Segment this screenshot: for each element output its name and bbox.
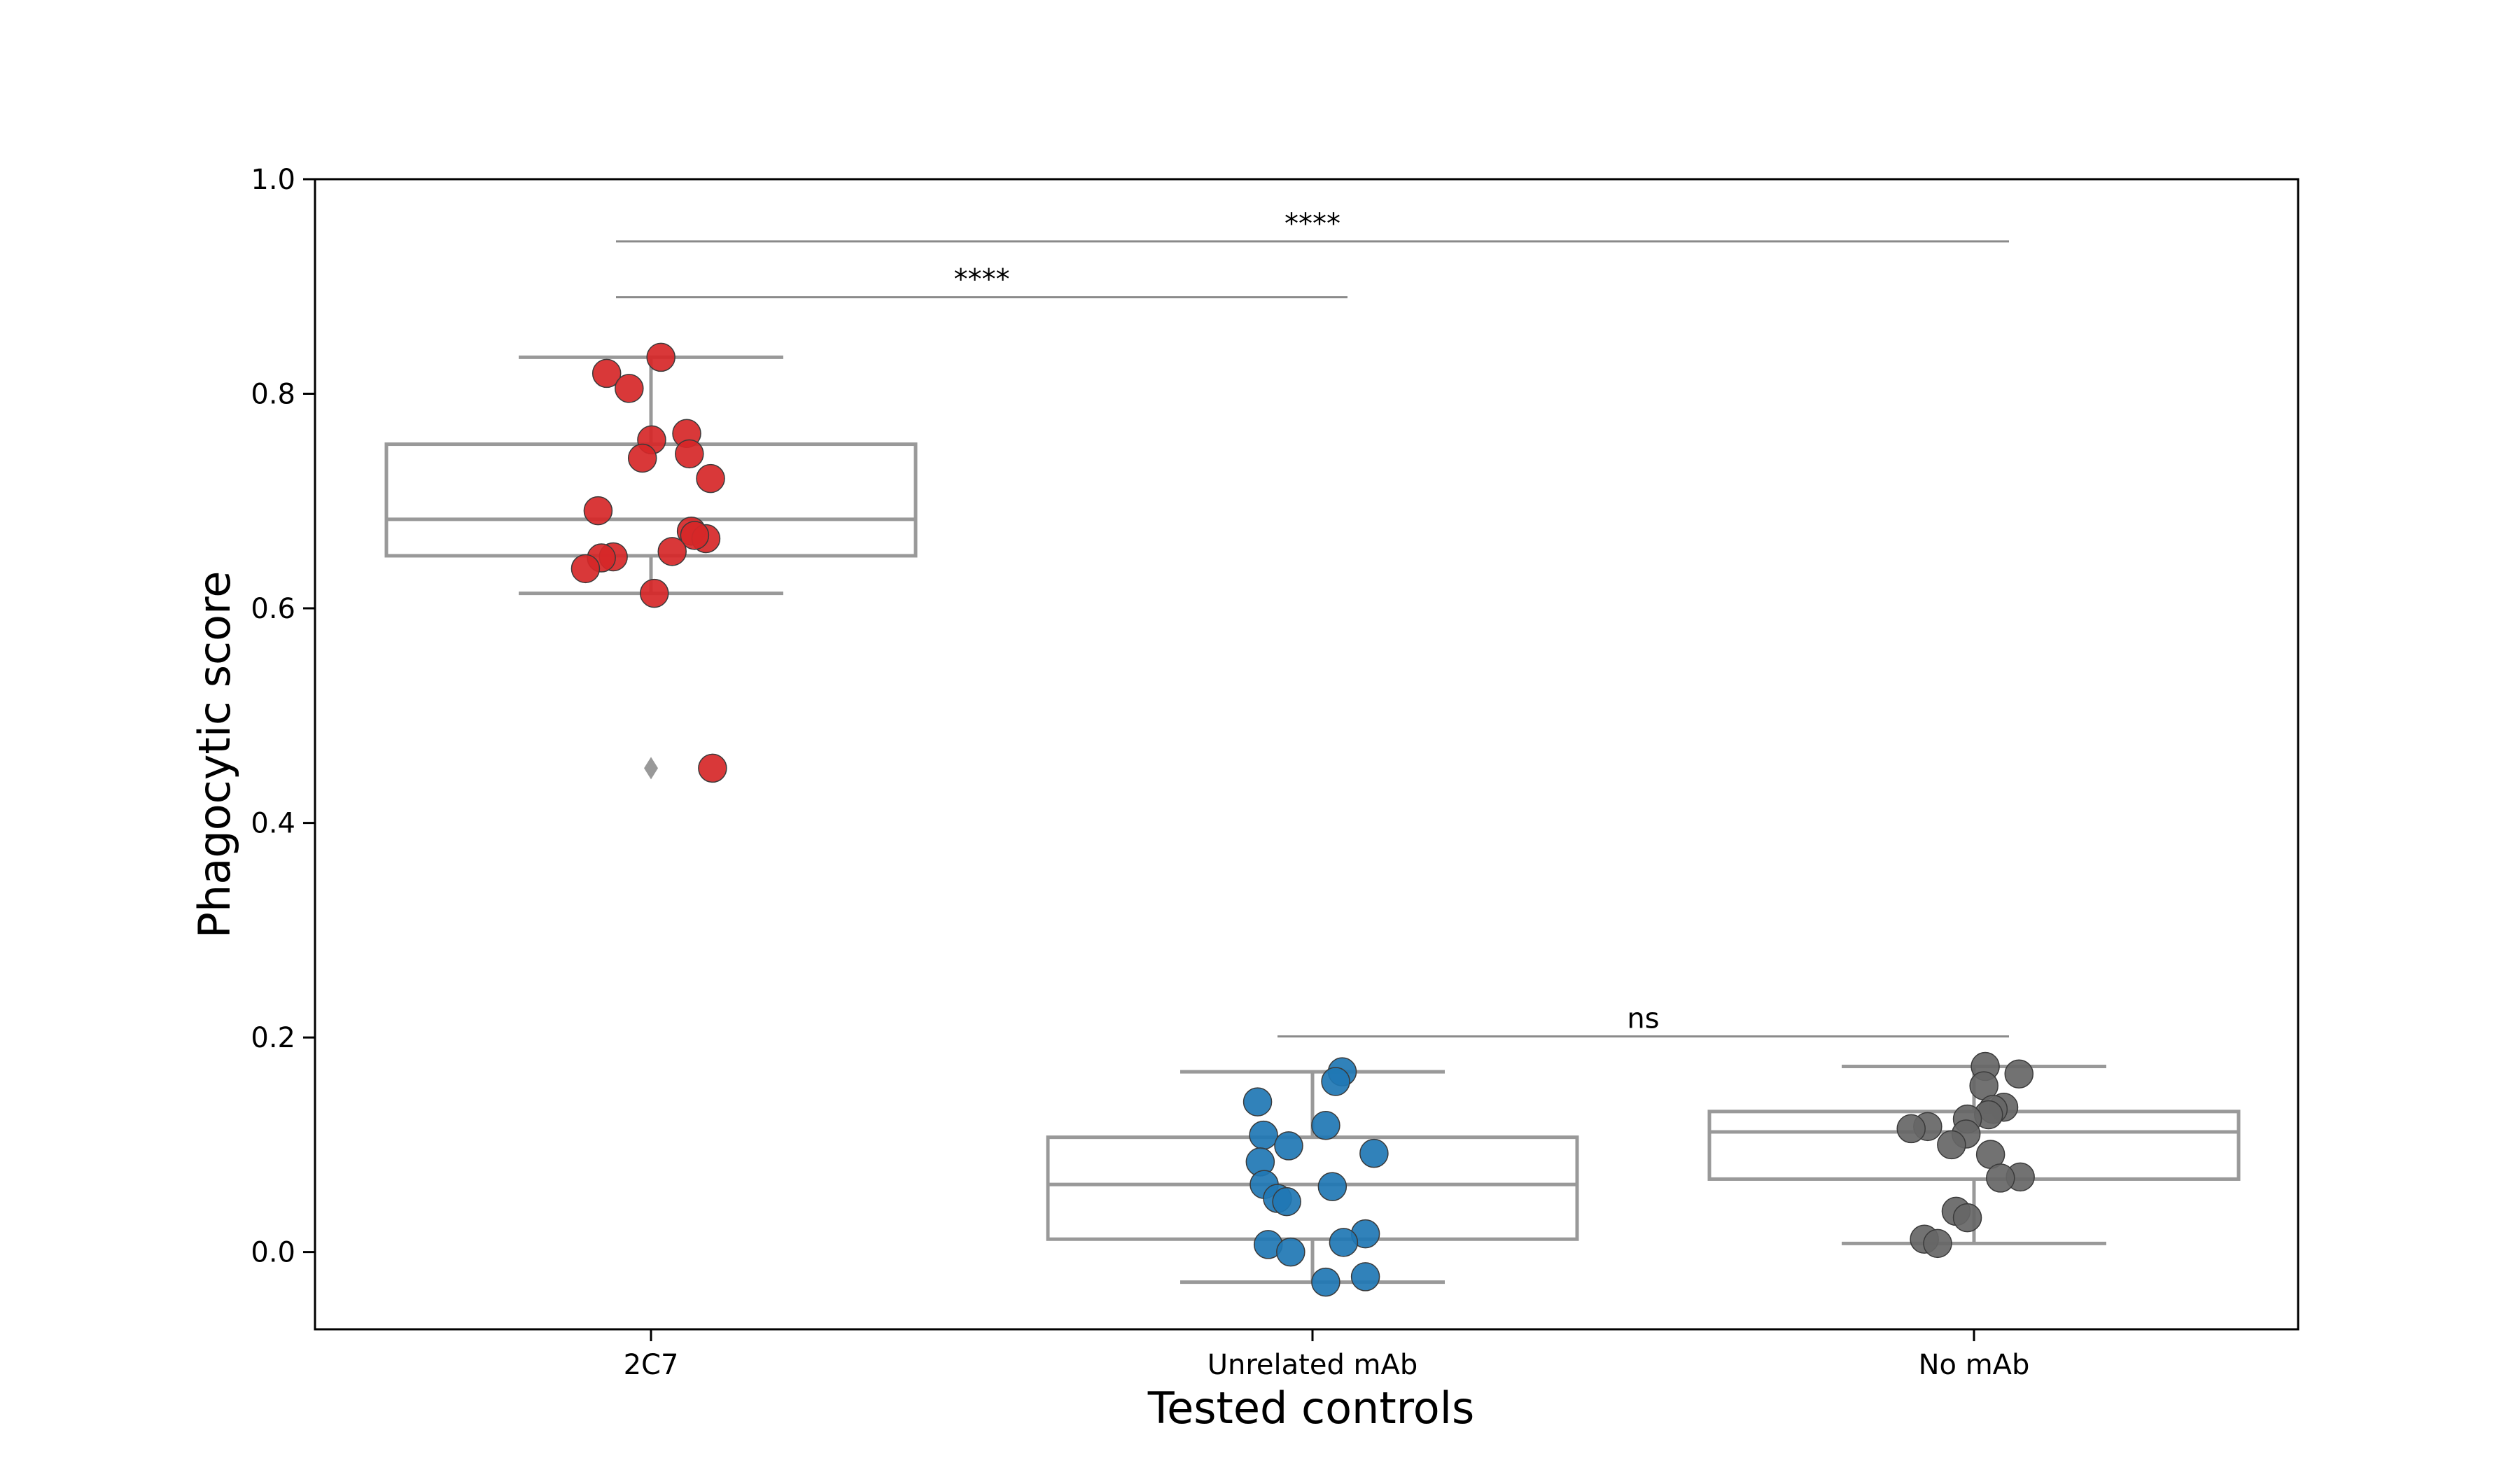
data-point [657, 537, 687, 566]
y-tick-label: 0.2 [251, 1022, 295, 1054]
data-point [1952, 1203, 1982, 1233]
x-axis-title: Tested controls [1147, 1382, 1475, 1434]
y-tick-label: 0.0 [251, 1237, 295, 1269]
y-axis: 0.0 0.2 0.4 0.6 0.8 1.0 [251, 164, 315, 1269]
y-axis-title: Phagocytic score [189, 571, 240, 939]
data-point [696, 463, 725, 493]
data-point [1923, 1228, 1952, 1259]
x-tick-label: 2C7 [624, 1349, 679, 1381]
data-point [1937, 1130, 1966, 1160]
data-point [1276, 1237, 1306, 1267]
strip-points-layer [570, 342, 2035, 1297]
data-point [646, 342, 676, 372]
x-tick-label: Unrelated mAb [1208, 1349, 1418, 1381]
significance-label: ns [1627, 1003, 1659, 1035]
data-point [2004, 1059, 2034, 1088]
data-point [1896, 1114, 1926, 1144]
y-tick-label: 0.4 [251, 808, 295, 840]
data-point [583, 496, 613, 526]
data-point [1272, 1186, 1301, 1217]
data-point [1242, 1087, 1273, 1116]
outlier-marker [644, 757, 658, 780]
y-tick-label: 0.8 [251, 379, 295, 411]
data-point [627, 443, 657, 473]
data-point [1317, 1172, 1348, 1201]
data-point [592, 358, 622, 388]
data-point [1249, 1120, 1278, 1150]
data-point [698, 753, 727, 783]
data-point [680, 521, 710, 550]
data-point [639, 578, 669, 608]
data-point [675, 439, 704, 469]
data-point [1311, 1111, 1340, 1140]
data-point [1321, 1067, 1350, 1096]
significance-annotations: **** **** ns [616, 208, 2009, 1038]
data-point [1311, 1267, 1340, 1297]
data-point [1274, 1131, 1303, 1161]
data-point [1986, 1163, 2015, 1193]
significance-label: **** [1284, 208, 1340, 240]
data-point [1359, 1138, 1389, 1168]
plot-area-frame [314, 178, 2300, 1331]
significance-label: **** [954, 264, 1010, 296]
y-tick-label: 1.0 [251, 164, 295, 196]
data-point [615, 374, 644, 403]
data-point [570, 554, 601, 584]
box-iqr [1046, 1135, 1579, 1241]
x-tick-label: No mAb [1919, 1349, 2030, 1381]
y-tick-label: 0.6 [251, 593, 295, 625]
data-point [1350, 1262, 1380, 1292]
x-axis: 2C7 Unrelated mAb No mAb [624, 1329, 2030, 1381]
data-point [1329, 1228, 1359, 1257]
box-2 [1046, 1070, 1579, 1284]
